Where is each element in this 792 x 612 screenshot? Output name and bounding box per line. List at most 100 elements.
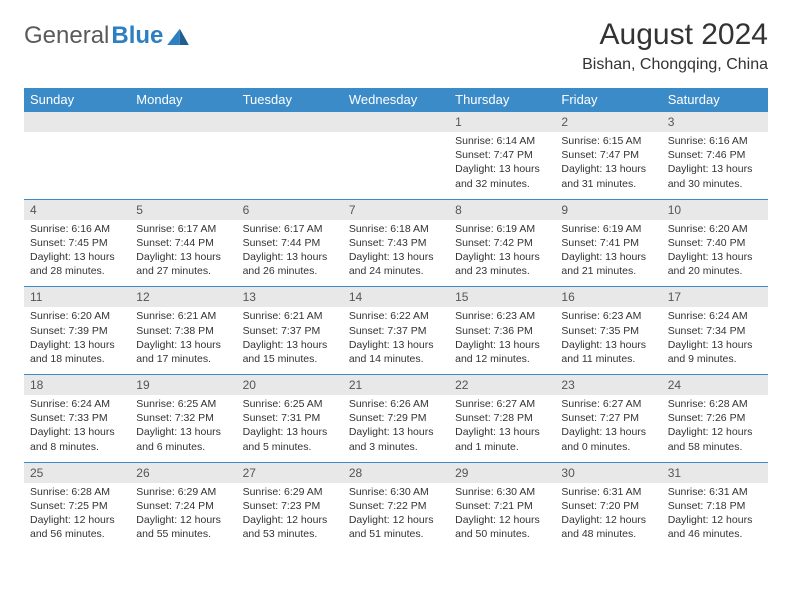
day-cell: Sunrise: 6:25 AMSunset: 7:32 PMDaylight:… [130, 395, 236, 462]
day1-text: Daylight: 13 hours [243, 250, 337, 264]
date-row: 11121314151617 [24, 287, 768, 308]
sunrise-text: Sunrise: 6:27 AM [561, 397, 655, 411]
day-cell: Sunrise: 6:27 AMSunset: 7:28 PMDaylight:… [449, 395, 555, 462]
day-cell: Sunrise: 6:19 AMSunset: 7:41 PMDaylight:… [555, 220, 661, 287]
day-cell: Sunrise: 6:19 AMSunset: 7:42 PMDaylight:… [449, 220, 555, 287]
date-row: 45678910 [24, 199, 768, 220]
sunrise-text: Sunrise: 6:26 AM [349, 397, 443, 411]
sunrise-text: Sunrise: 6:20 AM [668, 222, 762, 236]
date-cell: 30 [555, 462, 661, 483]
day1-text: Daylight: 13 hours [30, 425, 124, 439]
sunrise-text: Sunrise: 6:20 AM [30, 309, 124, 323]
date-cell: 5 [130, 199, 236, 220]
day-cell: Sunrise: 6:18 AMSunset: 7:43 PMDaylight:… [343, 220, 449, 287]
sunset-text: Sunset: 7:34 PM [668, 324, 762, 338]
sunrise-text: Sunrise: 6:25 AM [243, 397, 337, 411]
day2-text: and 58 minutes. [668, 440, 762, 454]
day1-text: Daylight: 13 hours [455, 162, 549, 176]
day2-text: and 3 minutes. [349, 440, 443, 454]
day2-text: and 53 minutes. [243, 527, 337, 541]
date-cell: 24 [662, 375, 768, 396]
day1-text: Daylight: 13 hours [30, 338, 124, 352]
day1-text: Daylight: 13 hours [668, 338, 762, 352]
data-row: Sunrise: 6:24 AMSunset: 7:33 PMDaylight:… [24, 395, 768, 462]
dow-saturday: Saturday [662, 88, 768, 112]
date-cell: 23 [555, 375, 661, 396]
sunset-text: Sunset: 7:21 PM [455, 499, 549, 513]
day-cell [24, 132, 130, 199]
date-cell: 17 [662, 287, 768, 308]
date-cell: 7 [343, 199, 449, 220]
day-cell [130, 132, 236, 199]
day1-text: Daylight: 12 hours [455, 513, 549, 527]
date-cell [237, 112, 343, 133]
sunrise-text: Sunrise: 6:17 AM [136, 222, 230, 236]
day1-text: Daylight: 12 hours [668, 425, 762, 439]
sunset-text: Sunset: 7:37 PM [349, 324, 443, 338]
day1-text: Daylight: 13 hours [561, 162, 655, 176]
day1-text: Daylight: 13 hours [30, 250, 124, 264]
sunset-text: Sunset: 7:29 PM [349, 411, 443, 425]
sunset-text: Sunset: 7:41 PM [561, 236, 655, 250]
day-cell: Sunrise: 6:20 AMSunset: 7:40 PMDaylight:… [662, 220, 768, 287]
date-cell: 18 [24, 375, 130, 396]
date-cell: 21 [343, 375, 449, 396]
month-title: August 2024 [582, 18, 768, 52]
day-cell: Sunrise: 6:29 AMSunset: 7:24 PMDaylight:… [130, 483, 236, 550]
sunset-text: Sunset: 7:45 PM [30, 236, 124, 250]
date-cell: 11 [24, 287, 130, 308]
day2-text: and 6 minutes. [136, 440, 230, 454]
sunset-text: Sunset: 7:37 PM [243, 324, 337, 338]
date-cell: 31 [662, 462, 768, 483]
sunset-text: Sunset: 7:18 PM [668, 499, 762, 513]
sunrise-text: Sunrise: 6:17 AM [243, 222, 337, 236]
sunrise-text: Sunrise: 6:21 AM [243, 309, 337, 323]
date-row: 25262728293031 [24, 462, 768, 483]
day1-text: Daylight: 13 hours [455, 250, 549, 264]
day1-text: Daylight: 13 hours [349, 338, 443, 352]
day2-text: and 26 minutes. [243, 264, 337, 278]
day2-text: and 48 minutes. [561, 527, 655, 541]
date-cell: 14 [343, 287, 449, 308]
dow-monday: Monday [130, 88, 236, 112]
sunset-text: Sunset: 7:22 PM [349, 499, 443, 513]
calendar-body: 123Sunrise: 6:14 AMSunset: 7:47 PMDaylig… [24, 112, 768, 550]
sunrise-text: Sunrise: 6:19 AM [561, 222, 655, 236]
day1-text: Daylight: 12 hours [243, 513, 337, 527]
day1-text: Daylight: 12 hours [349, 513, 443, 527]
dow-thursday: Thursday [449, 88, 555, 112]
sunset-text: Sunset: 7:40 PM [668, 236, 762, 250]
day2-text: and 24 minutes. [349, 264, 443, 278]
date-cell: 20 [237, 375, 343, 396]
day1-text: Daylight: 13 hours [561, 250, 655, 264]
day2-text: and 56 minutes. [30, 527, 124, 541]
date-row: 18192021222324 [24, 375, 768, 396]
day-cell: Sunrise: 6:30 AMSunset: 7:22 PMDaylight:… [343, 483, 449, 550]
day-cell: Sunrise: 6:14 AMSunset: 7:47 PMDaylight:… [449, 132, 555, 199]
day1-text: Daylight: 13 hours [455, 338, 549, 352]
location-text: Bishan, Chongqing, China [582, 56, 768, 74]
date-cell: 22 [449, 375, 555, 396]
date-row: 123 [24, 112, 768, 133]
day2-text: and 18 minutes. [30, 352, 124, 366]
sunrise-text: Sunrise: 6:14 AM [455, 134, 549, 148]
day-cell: Sunrise: 6:16 AMSunset: 7:45 PMDaylight:… [24, 220, 130, 287]
date-cell: 10 [662, 199, 768, 220]
sunset-text: Sunset: 7:23 PM [243, 499, 337, 513]
day-cell: Sunrise: 6:31 AMSunset: 7:18 PMDaylight:… [662, 483, 768, 550]
day1-text: Daylight: 12 hours [668, 513, 762, 527]
logo: General Blue [24, 18, 189, 50]
logo-triangle-icon [167, 27, 189, 45]
data-row: Sunrise: 6:28 AMSunset: 7:25 PMDaylight:… [24, 483, 768, 550]
day2-text: and 50 minutes. [455, 527, 549, 541]
sunset-text: Sunset: 7:28 PM [455, 411, 549, 425]
dow-friday: Friday [555, 88, 661, 112]
day2-text: and 32 minutes. [455, 177, 549, 191]
date-cell: 28 [343, 462, 449, 483]
day-cell: Sunrise: 6:17 AMSunset: 7:44 PMDaylight:… [237, 220, 343, 287]
sunset-text: Sunset: 7:47 PM [455, 148, 549, 162]
day2-text: and 15 minutes. [243, 352, 337, 366]
day2-text: and 30 minutes. [668, 177, 762, 191]
day2-text: and 51 minutes. [349, 527, 443, 541]
day-cell: Sunrise: 6:26 AMSunset: 7:29 PMDaylight:… [343, 395, 449, 462]
